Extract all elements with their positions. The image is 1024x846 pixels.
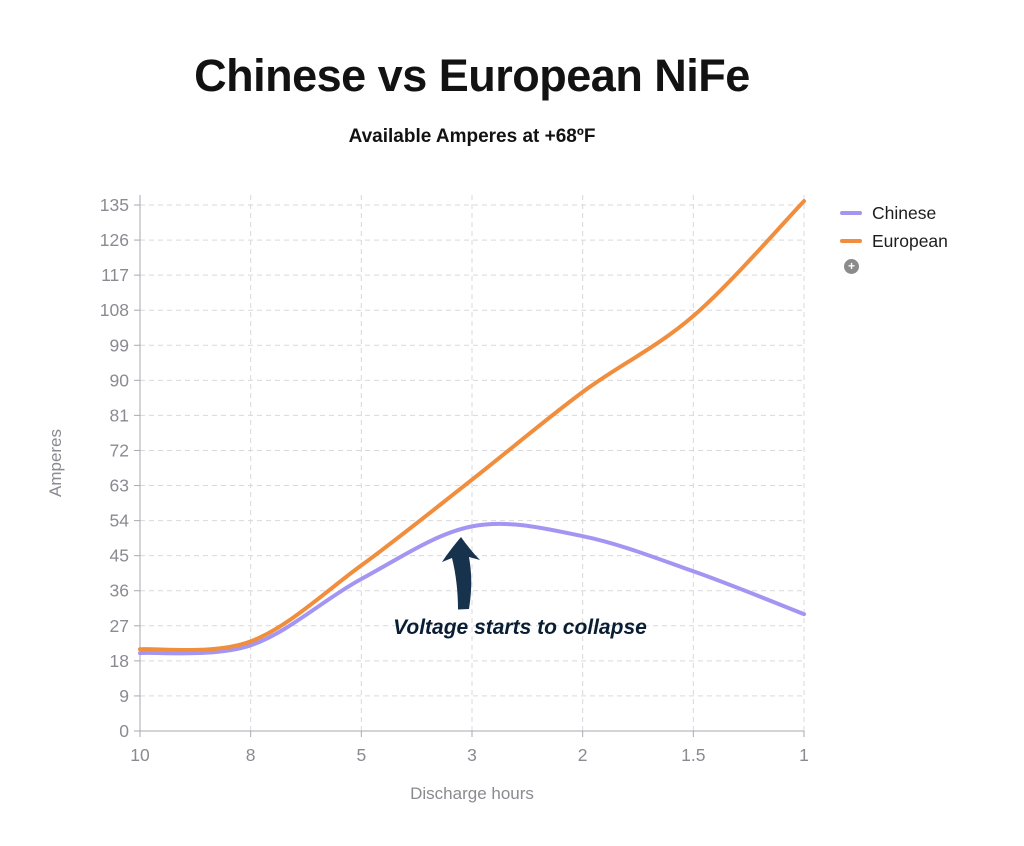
- y-tick-label: 9: [119, 686, 129, 706]
- series-line-european: [138, 199, 806, 653]
- y-tick-label: 54: [110, 511, 130, 531]
- y-tick-label: 81: [110, 405, 129, 425]
- series-layer: [138, 199, 806, 656]
- y-tick-label: 27: [110, 616, 129, 636]
- y-tick-label: 99: [110, 335, 129, 355]
- y-tick-label: 0: [119, 721, 129, 741]
- plus-icon: +: [847, 259, 855, 273]
- legend-label-chinese: Chinese: [872, 203, 937, 223]
- y-tick-label: 108: [100, 300, 129, 320]
- european-line-swatch-icon: [840, 239, 862, 243]
- legend-plus-button[interactable]: +: [844, 259, 859, 274]
- y-tick-label: 18: [110, 651, 129, 671]
- x-tick-label: 2: [578, 745, 588, 765]
- y-tick-label: 72: [110, 440, 129, 460]
- y-tick-label: 126: [100, 230, 129, 250]
- x-tick-label: 3: [467, 745, 477, 765]
- chart-header: Chinese vs European NiFe Available Amper…: [0, 50, 944, 148]
- legend: Chinese European +: [840, 203, 948, 274]
- up-arrow-icon: [442, 537, 480, 610]
- legend-item-chinese[interactable]: Chinese: [840, 203, 948, 223]
- chinese-line-swatch-icon: [840, 211, 862, 215]
- legend-item-european[interactable]: European: [840, 231, 948, 251]
- legend-label-european: European: [872, 231, 948, 251]
- y-tick-label: 36: [110, 581, 129, 601]
- y-tick-label: 117: [101, 265, 129, 285]
- series-line-chinese: [138, 521, 806, 656]
- x-axis-title: Discharge hours: [410, 784, 534, 803]
- y-tick-label: 45: [110, 546, 129, 566]
- axis-layer: [134, 195, 805, 737]
- x-tick-label: 1.5: [681, 745, 705, 765]
- chart-subtitle: Available Amperes at +68ºF: [348, 126, 596, 147]
- x-tick-label: 8: [246, 745, 256, 765]
- y-tick-label: 63: [110, 476, 129, 496]
- x-tick-label: 10: [130, 745, 150, 765]
- y-tick-label: 90: [110, 370, 130, 390]
- grid-layer: [140, 195, 805, 731]
- y-axis-title: Amperes: [46, 428, 65, 498]
- x-tick-label: 5: [356, 745, 366, 765]
- x-tick-label: 1: [799, 745, 809, 765]
- annotation-text: Voltage starts to collapse: [393, 616, 647, 639]
- y-tick-label: 135: [100, 195, 129, 215]
- chart-title: Chinese vs European NiFe: [194, 50, 750, 101]
